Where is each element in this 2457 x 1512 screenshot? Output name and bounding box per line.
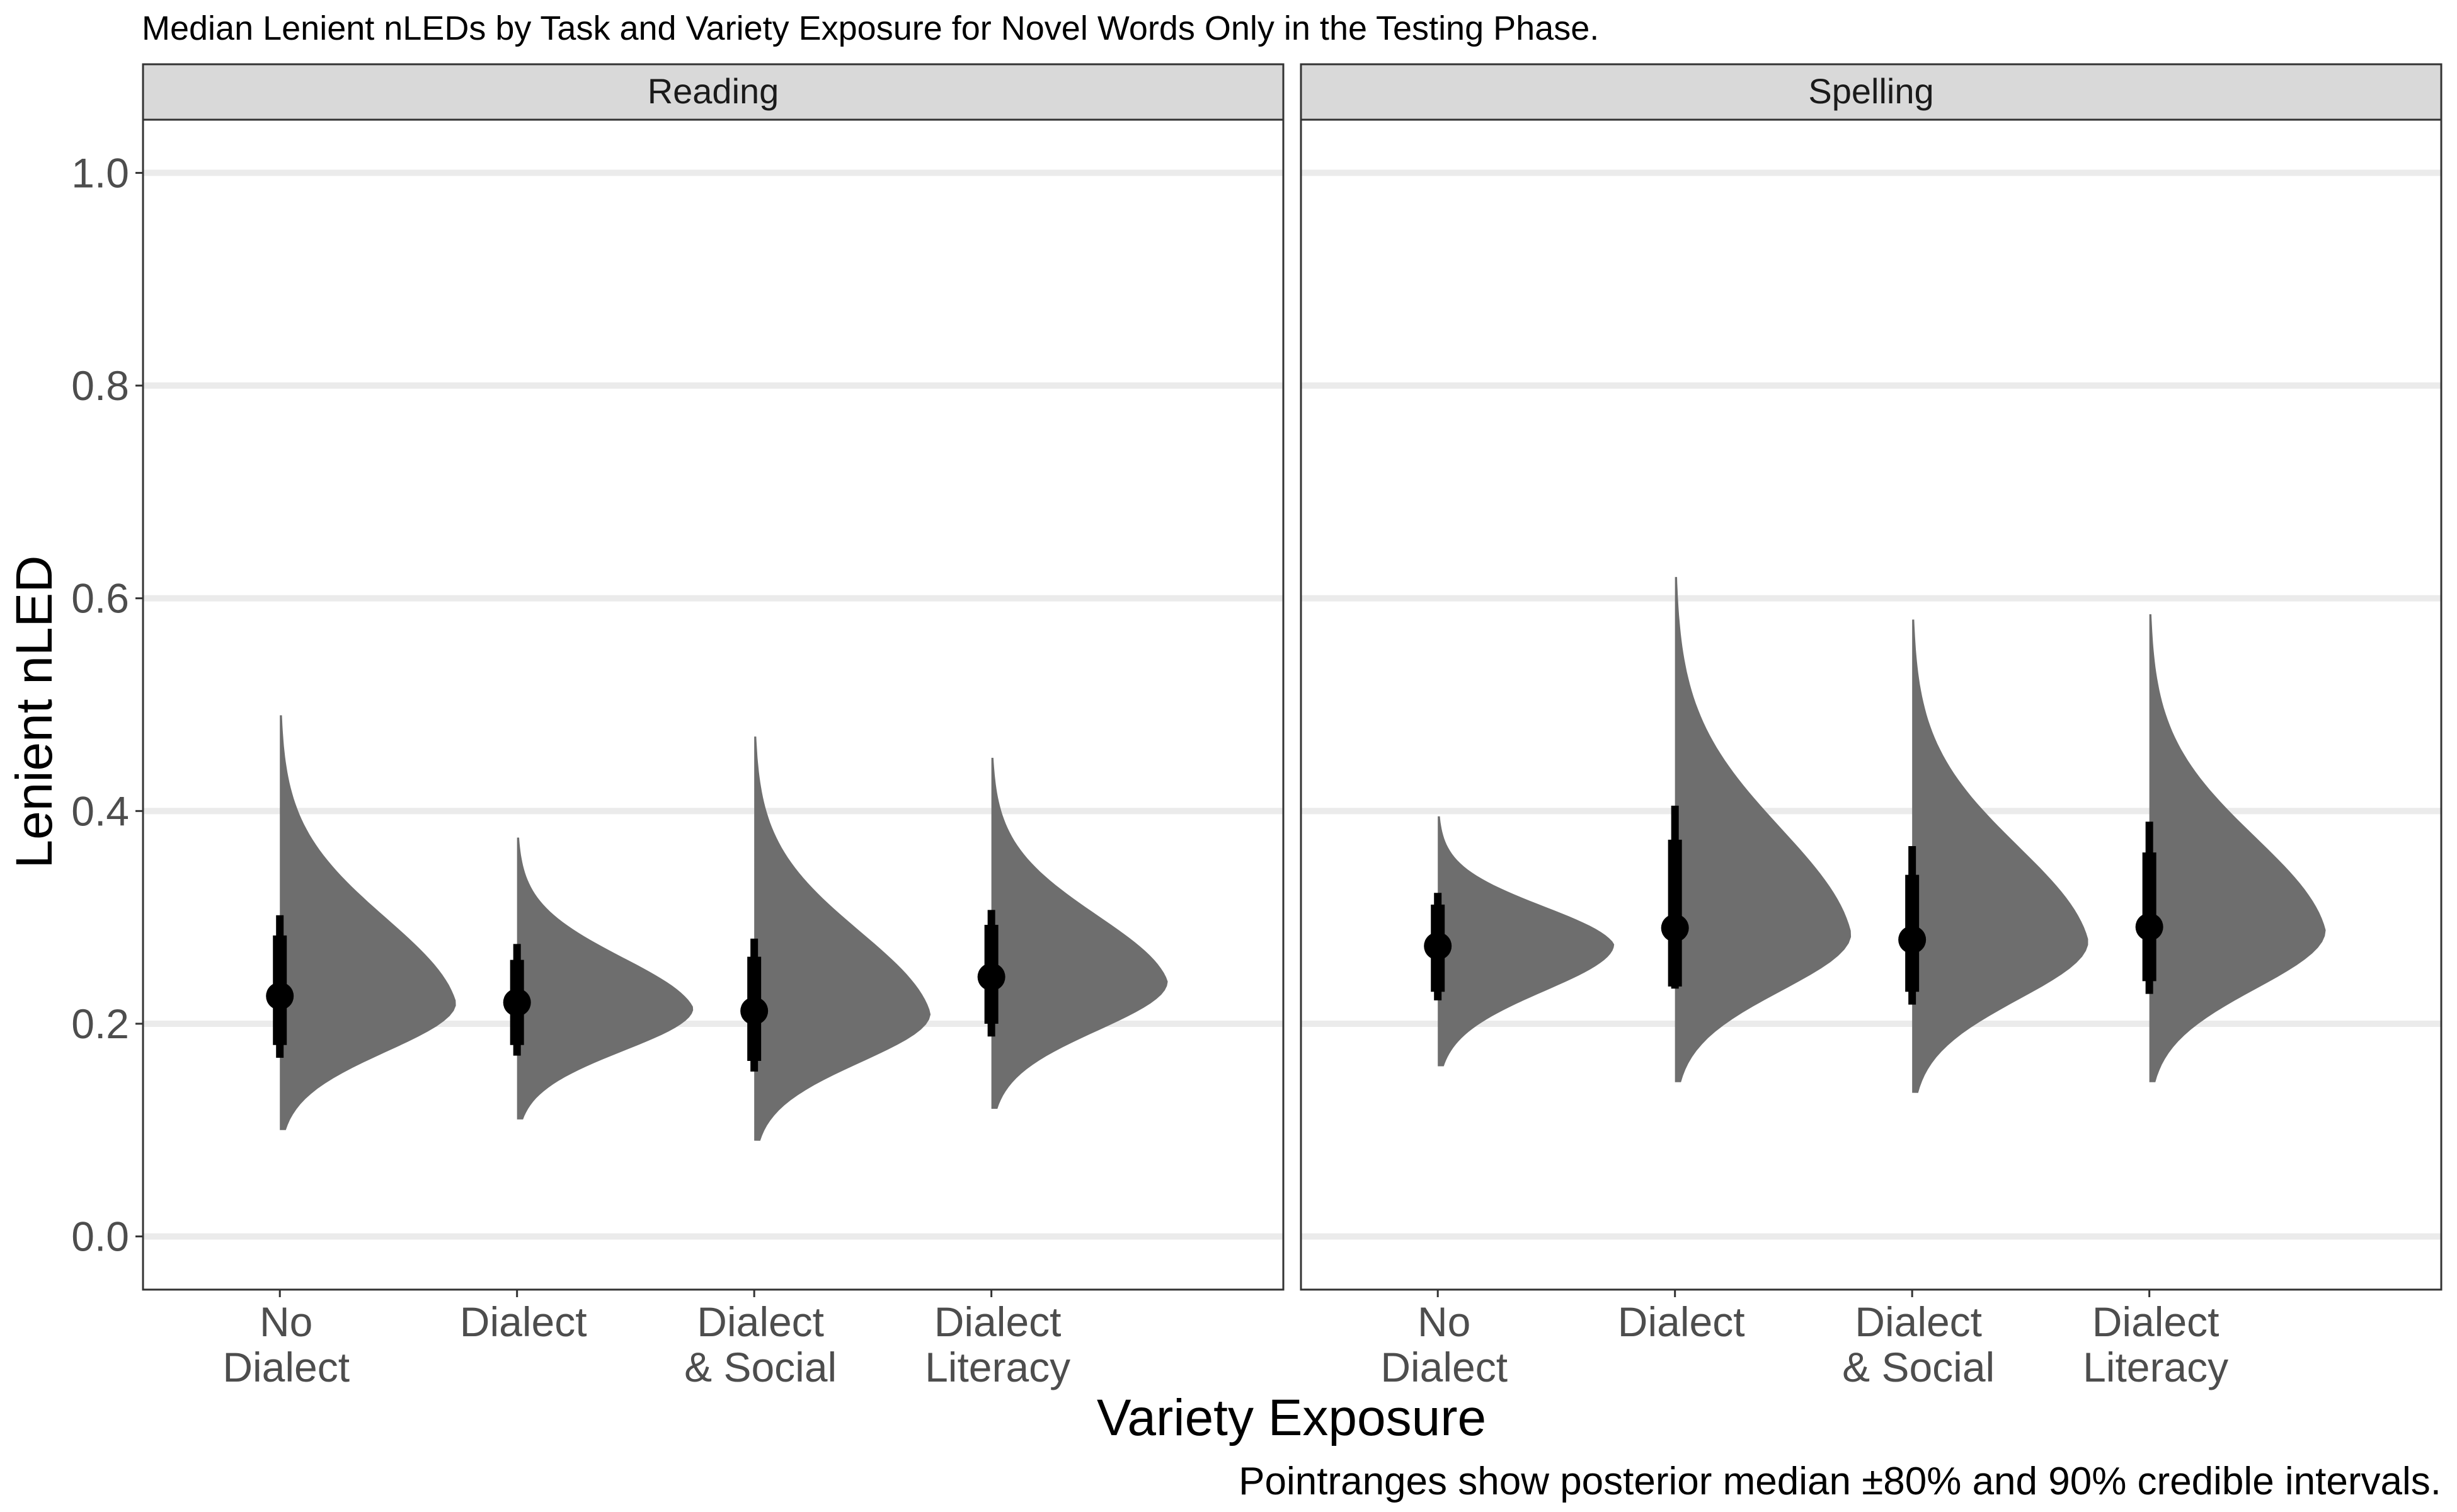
group-spelling-1 bbox=[1661, 576, 1852, 1082]
group-reading-0 bbox=[266, 715, 456, 1130]
y-tick-label: 0.4 bbox=[71, 788, 129, 834]
density-slab bbox=[1438, 816, 1615, 1067]
median-point bbox=[2135, 913, 2163, 941]
strip-reading bbox=[142, 63, 1285, 121]
panel-background bbox=[143, 120, 1283, 1290]
group-reading-3 bbox=[977, 757, 1168, 1109]
median-point bbox=[266, 982, 294, 1011]
strip-label: Spelling bbox=[1808, 71, 1933, 111]
strip-label: Reading bbox=[648, 71, 779, 111]
y-tick-label: 0.6 bbox=[71, 575, 129, 622]
x-tick-label: Dialect bbox=[1618, 1298, 1745, 1345]
x-tick-label: Dialect Literacy bbox=[925, 1298, 1070, 1390]
density-slab bbox=[2149, 614, 2326, 1082]
density-slab bbox=[991, 757, 1168, 1109]
panel-spelling: Spelling bbox=[1300, 63, 2443, 1291]
x-axis-title: Variety Exposure bbox=[1097, 1389, 1486, 1446]
group-spelling-3 bbox=[2135, 614, 2326, 1082]
x-tick-label: Dialect bbox=[460, 1298, 587, 1345]
panel-reading: Reading bbox=[142, 63, 1285, 1291]
y-axis-title: Lenient nLED bbox=[6, 556, 63, 869]
caption: Pointranges show posterior median ±80% a… bbox=[1239, 1460, 2441, 1503]
density-slab bbox=[517, 837, 694, 1120]
y-tick-label: 0.2 bbox=[71, 1000, 129, 1047]
group-spelling-0 bbox=[1424, 816, 1615, 1067]
median-point bbox=[1898, 925, 1927, 954]
y-tick-label: 0.8 bbox=[71, 362, 129, 409]
y-tick-label: 1.0 bbox=[71, 149, 129, 196]
panel-background bbox=[1301, 120, 2441, 1290]
density-slab bbox=[280, 715, 456, 1130]
median-point bbox=[1424, 932, 1452, 960]
panels: Reading Spelling bbox=[142, 63, 2443, 1291]
median-point bbox=[977, 963, 1005, 991]
x-tick-label: Dialect & Social bbox=[684, 1298, 837, 1390]
density-slab bbox=[754, 736, 931, 1141]
y-tick-label: 0.0 bbox=[71, 1213, 129, 1260]
density-slab bbox=[1675, 576, 1852, 1082]
group-reading-1 bbox=[503, 837, 694, 1120]
chart-title: Median Lenient nLEDs by Task and Variety… bbox=[142, 9, 1599, 47]
median-point bbox=[1661, 914, 1689, 942]
median-point bbox=[740, 997, 769, 1025]
density-slab bbox=[1912, 619, 2088, 1093]
x-axis: No Dialect Dialect Dialect & Social Dialect Li… bbox=[222, 1290, 2228, 1390]
x-tick-label: No Dialect bbox=[222, 1298, 350, 1390]
group-spelling-2 bbox=[1898, 619, 2088, 1093]
x-tick-label: Dialect & Social bbox=[1842, 1298, 1995, 1390]
median-point bbox=[503, 988, 531, 1017]
x-tick-label: Dialect Literacy bbox=[2083, 1298, 2228, 1390]
strip-spelling bbox=[1300, 63, 2443, 121]
group-reading-2 bbox=[740, 736, 931, 1141]
y-axis: 0.0 0.2 0.4 0.6 0.8 1.0 bbox=[71, 149, 143, 1260]
x-tick-label: No Dialect bbox=[1380, 1298, 1508, 1390]
